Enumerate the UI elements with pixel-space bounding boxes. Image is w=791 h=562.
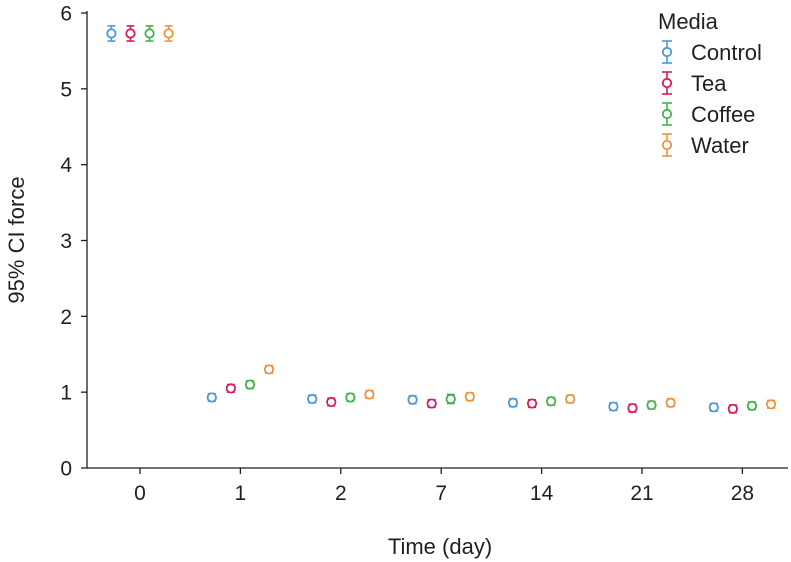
legend-marker xyxy=(661,77,673,89)
point-water-14 xyxy=(565,393,576,405)
y-tick-label-3: 3 xyxy=(60,230,72,253)
legend-item-control: Control xyxy=(661,40,762,65)
point-control-21 xyxy=(608,401,619,412)
x-tick-label-0: 0 xyxy=(134,482,146,505)
series-control xyxy=(106,25,719,413)
marker xyxy=(546,396,557,407)
legend-label-control: Control xyxy=(691,40,762,65)
point-water-28 xyxy=(765,399,777,410)
point-water-0 xyxy=(163,25,174,42)
legend-item-water: Water xyxy=(661,133,749,158)
series-tea xyxy=(125,25,738,414)
marker xyxy=(565,393,576,405)
point-tea-7 xyxy=(426,398,437,409)
x-tick-label-7: 7 xyxy=(435,482,447,505)
marker xyxy=(464,391,475,402)
marker xyxy=(263,364,275,375)
marker xyxy=(646,399,657,411)
legend-marker xyxy=(661,108,673,120)
y-tick-label-4: 4 xyxy=(60,154,72,177)
marker xyxy=(665,397,676,408)
point-water-2 xyxy=(364,389,375,400)
axes xyxy=(86,11,788,469)
point-water-21 xyxy=(665,397,676,408)
y-tick-label-5: 5 xyxy=(60,78,72,101)
marker xyxy=(244,379,256,390)
legend-title: Media xyxy=(658,9,719,34)
marker xyxy=(708,402,719,413)
series-water xyxy=(163,25,777,410)
point-water-1 xyxy=(263,364,275,375)
point-control-2 xyxy=(307,393,318,405)
point-control-14 xyxy=(507,397,519,408)
marker xyxy=(526,398,538,409)
marker xyxy=(326,396,337,408)
point-coffee-14 xyxy=(546,396,557,407)
marker xyxy=(225,383,236,394)
legend-item-coffee: Coffee xyxy=(661,102,755,127)
y-axis-title: 95% CI force xyxy=(4,176,29,303)
y-tick-label-1: 1 xyxy=(60,382,72,405)
marker xyxy=(364,389,375,400)
x-tick-label-28: 28 xyxy=(731,482,754,505)
x-tick-label-14: 14 xyxy=(530,482,554,505)
marker xyxy=(407,394,418,405)
series-coffee xyxy=(144,25,758,411)
legend-marker xyxy=(661,139,673,151)
point-coffee-2 xyxy=(345,392,356,403)
point-control-0 xyxy=(106,25,117,42)
marker xyxy=(627,402,638,414)
marker xyxy=(106,28,117,39)
point-tea-2 xyxy=(326,396,337,408)
point-tea-14 xyxy=(526,398,538,409)
point-control-7 xyxy=(407,394,418,405)
marker xyxy=(345,392,356,403)
point-coffee-1 xyxy=(244,379,256,390)
legend-items: Control Tea Coffee Water xyxy=(661,40,762,158)
legend-item-tea: Tea xyxy=(661,71,727,96)
legend-label-tea: Tea xyxy=(691,71,727,96)
point-coffee-21 xyxy=(646,399,657,411)
point-tea-21 xyxy=(627,402,638,414)
marker xyxy=(144,28,155,39)
legend-marker xyxy=(661,46,673,58)
marker xyxy=(307,393,318,405)
x-tick-label-2: 2 xyxy=(335,482,347,505)
point-control-28 xyxy=(708,402,719,413)
x-tick-label-21: 21 xyxy=(630,482,653,505)
marker xyxy=(125,28,136,39)
point-tea-1 xyxy=(225,383,236,394)
marker xyxy=(727,403,738,414)
data-points xyxy=(106,25,777,414)
marker xyxy=(206,392,217,403)
y-ticks: 0 1 2 3 4 5 6 xyxy=(60,3,87,481)
point-water-7 xyxy=(464,391,475,402)
marker xyxy=(746,400,758,411)
y-tick-label-0: 0 xyxy=(60,458,72,481)
x-ticks: 0 1 2 7 14 21 28 xyxy=(134,468,754,505)
point-coffee-7 xyxy=(445,393,456,405)
point-coffee-0 xyxy=(144,25,155,42)
x-tick-label-1: 1 xyxy=(235,482,247,505)
point-coffee-28 xyxy=(746,400,758,411)
marker xyxy=(507,397,519,408)
legend: Media Control Tea Coffee Water xyxy=(658,9,762,158)
legend-label-water: Water xyxy=(691,133,749,158)
marker xyxy=(426,398,437,409)
point-tea-28 xyxy=(727,403,738,414)
y-tick-label-2: 2 xyxy=(60,306,72,329)
point-control-1 xyxy=(206,392,217,403)
y-tick-label-6: 6 xyxy=(60,3,72,26)
point-tea-0 xyxy=(125,25,136,42)
marker xyxy=(765,399,777,410)
marker xyxy=(163,28,174,39)
x-axis-title: Time (day) xyxy=(388,534,492,559)
marker xyxy=(608,401,619,412)
marker xyxy=(445,393,456,405)
legend-label-coffee: Coffee xyxy=(691,102,755,127)
